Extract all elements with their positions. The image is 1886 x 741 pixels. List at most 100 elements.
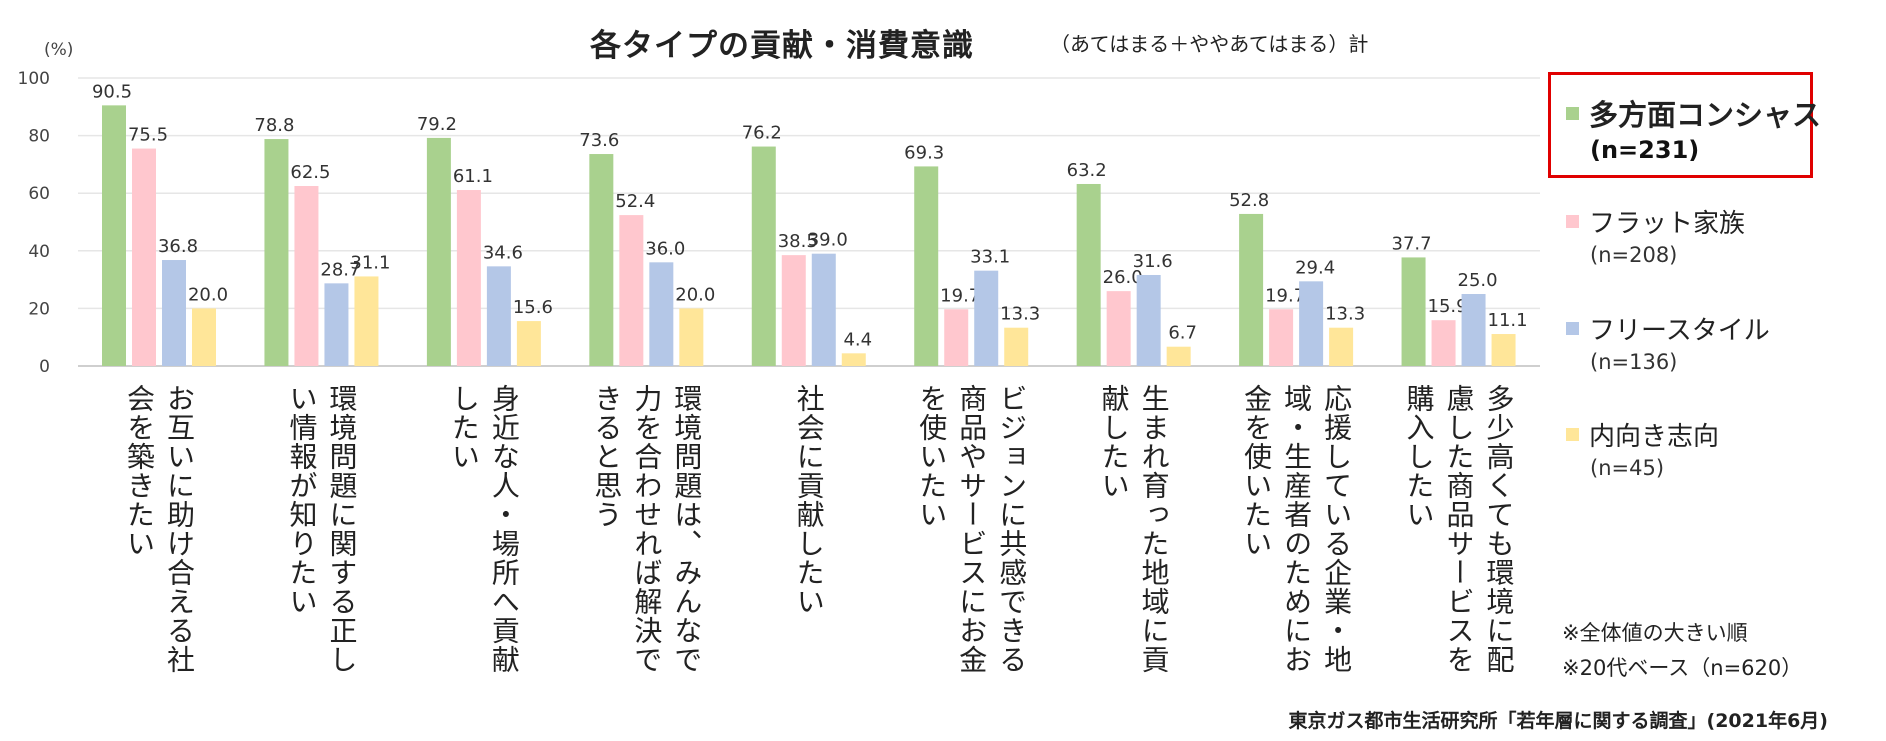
data-label: 25.0 [1458,270,1498,291]
bar [456,190,481,366]
bar [1269,309,1294,366]
legend-label: フリースタイル [1589,316,1770,346]
data-label: 11.1 [1488,310,1528,331]
data-label: 90.5 [92,81,132,102]
legend-swatch [1566,322,1579,335]
data-label: 20.0 [188,284,228,305]
bar [1239,213,1264,366]
legend-count: (n=208) [1590,243,1678,267]
y-tick-label: 0 [39,357,50,377]
data-label: 39.0 [808,230,848,251]
data-label: 15.9 [1428,296,1468,317]
data-label: 38.5 [778,231,818,252]
bar [102,105,126,367]
bar [264,139,289,366]
legend-count: (n=231) [1590,136,1700,164]
bar [1076,183,1101,366]
bar [192,308,216,366]
data-label: 78.8 [254,115,294,136]
bar [1106,291,1131,366]
bar [1461,294,1486,366]
data-label: 63.2 [1067,160,1107,181]
data-label: 52.4 [615,191,655,212]
legend-item-freestyle: フリースタイル (n=136) [1566,310,1770,374]
bar [426,137,451,366]
bar [751,146,776,366]
bar [679,308,704,366]
x-category-label: 環境問題に関する正しい情報が知りたい [285,384,359,674]
data-label: 36.8 [158,236,198,257]
bar [324,283,349,366]
bar [1136,274,1161,366]
legend-swatch [1566,428,1579,441]
bar [944,309,969,366]
y-tick-label: 100 [18,69,50,89]
data-label: 37.7 [1392,233,1432,254]
data-label: 13.3 [1000,304,1040,325]
legend-item-uchimuki: 内向き志向 (n=45) [1566,416,1720,480]
data-label: 4.4 [843,329,872,350]
data-label: 6.7 [1168,323,1197,344]
data-label: 19.7 [940,285,980,306]
y-tick-label: 60 [28,184,50,204]
bar [841,353,866,366]
legend-swatch [1566,215,1579,228]
legend-label: フラット家族 [1589,209,1746,239]
bar [1431,320,1456,366]
data-label: 31.6 [1133,251,1173,272]
data-label: 15.6 [513,297,553,318]
data-label: 79.2 [417,114,457,135]
data-label: 69.3 [904,142,944,163]
legend-label: 多方面コンシャス [1589,98,1822,132]
data-label: 34.6 [483,242,523,263]
chart-title: 各タイプの貢献・消費意識 [590,28,974,64]
bar [354,276,379,366]
data-label: 28.7 [320,259,360,280]
legend-count: (n=136) [1590,350,1678,374]
data-label: 13.3 [1325,304,1365,325]
x-category-label: 身近な人・場所へ貢献したい [447,384,521,674]
bar [486,266,511,366]
data-label: 73.6 [579,130,619,151]
data-label: 29.4 [1295,257,1335,278]
x-category-label: 環境問題は、みんなで力を合わせれば解決できると思う [590,384,704,674]
bar [781,255,806,366]
legend-item-flat: フラット家族 (n=208) [1566,203,1746,267]
bar [1491,334,1516,366]
y-tick-label: 40 [28,242,50,262]
data-label: 36.0 [645,238,685,259]
x-category-label: 多少高くても環境に配慮した商品サービスを購入したい [1402,384,1516,674]
bar [1299,281,1324,366]
x-category-label: 応援している企業・地域・生産者のためにお金を使いたい [1240,384,1354,674]
data-label: 33.1 [970,247,1010,268]
legend-count: (n=45) [1590,456,1665,480]
y-tick-label: 20 [28,299,50,319]
data-label: 61.1 [453,166,493,187]
note-base: ※20代ベース（n=620） [1562,656,1803,680]
data-label: 75.5 [128,125,168,146]
bar [619,215,644,366]
y-axis-unit: (%) [44,40,73,60]
legend-label: 内向き志向 [1589,422,1720,452]
data-label: 26.0 [1103,267,1143,288]
legend-swatch [1566,106,1579,120]
bar [1329,327,1354,366]
bar [516,321,541,366]
data-label: 52.8 [1229,190,1269,211]
legend-item-tahoumen: 多方面コンシャス (n=231) [1566,92,1822,164]
bar [1004,327,1029,366]
bar [589,154,614,366]
legend-highlight-box [1548,72,1813,178]
x-category-label: 社会に貢献したい [792,384,826,616]
bar [162,260,186,366]
data-label: 62.5 [290,162,330,183]
bar [1166,346,1191,366]
source-credit: 東京ガス都市生活研究所「若年層に関する調査」(2021年6月) [1288,710,1828,732]
x-category-label: ビジョンに共感できる商品やサービスにお金を使いたい [915,384,1029,674]
bar [811,253,836,366]
bar [132,148,156,366]
data-label: 76.2 [742,123,782,144]
x-category-label: お互いに助け合える社会を築きたい [123,384,196,674]
bar [294,186,319,366]
